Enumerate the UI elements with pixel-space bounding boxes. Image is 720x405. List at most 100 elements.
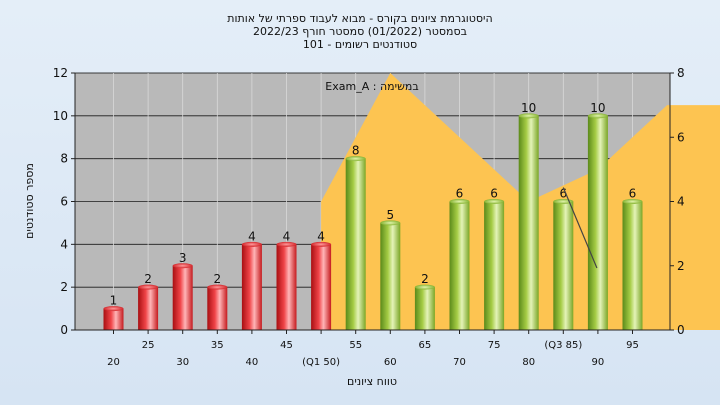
y-tick-label: 10 [53, 109, 68, 123]
bar-80 [518, 113, 539, 330]
bar-cap [172, 263, 193, 269]
y-tick-label: 8 [60, 152, 68, 166]
bar-value-label: 4 [248, 229, 256, 243]
bar-value-label: 2 [421, 272, 429, 286]
y-tick-label: 12 [53, 66, 68, 80]
x-tick-label: 45 [280, 340, 293, 351]
bar-body [276, 244, 297, 330]
bar-value-label: 10 [590, 101, 605, 115]
bar-45 [276, 241, 297, 330]
y-tick-label: 2 [60, 280, 68, 294]
bar-body [241, 244, 262, 330]
bar-value-label: 3 [179, 251, 187, 265]
bar-body [138, 287, 159, 330]
x-tick-label: 25 [142, 340, 155, 351]
bar-body [484, 201, 505, 330]
bar-cap [587, 113, 608, 119]
bar-40 [241, 241, 262, 330]
bar-body [622, 201, 643, 330]
bar-cap [449, 199, 470, 204]
chart-title-line-1: היסטוגרמת ציונים בקורס - מבוא לעבוד ספרת… [227, 12, 492, 25]
bar-body [172, 265, 193, 330]
x-tick-label: 20 [107, 357, 120, 368]
bar-body [207, 287, 228, 330]
bar-cap [311, 241, 332, 247]
x-tick-label: 80 [522, 357, 535, 368]
trend-line [562, 187, 598, 269]
bar-value-label: 6 [490, 187, 498, 201]
x-tick-label: 60 [384, 357, 397, 368]
bar-cap [622, 199, 643, 204]
x-tick-label: 55 [349, 340, 362, 351]
bar-cap [380, 220, 401, 226]
x-tick-label: (Q3 85) [544, 340, 582, 351]
bar-cap [241, 241, 262, 247]
bar-value-label: 6 [559, 187, 567, 201]
bar-body [103, 308, 124, 330]
bar-20 [103, 306, 124, 330]
bar-body [449, 201, 470, 330]
y-tick-label: 0 [60, 323, 68, 337]
y2-tick-label: 2 [677, 259, 685, 273]
chart-title-line-3: סטודנטים רשומים - 101 [303, 38, 417, 51]
bar-cap [484, 199, 505, 204]
bar-value-label: 1 [110, 294, 118, 308]
bar-cap [138, 284, 159, 290]
bar-body [518, 115, 539, 330]
y-tick-label: 6 [60, 195, 68, 209]
bar-65 [414, 284, 435, 330]
x-tick-label: 95 [626, 340, 639, 351]
y-axis-label: מספר סטודנטים [23, 163, 36, 239]
bar-30 [172, 263, 193, 330]
bar-value-label: 5 [386, 208, 394, 222]
x-tick-label: 35 [211, 340, 224, 351]
y2-tick-label: 8 [677, 66, 685, 80]
bar-value-label: 4 [283, 229, 291, 243]
y2-tick-label: 6 [677, 130, 685, 144]
bar-body [345, 158, 366, 330]
bar-(Q3 85) [553, 199, 574, 330]
bar-value-label: 8 [352, 144, 360, 158]
x-tick-label: 70 [453, 357, 466, 368]
bar-75 [484, 199, 505, 330]
exam-annotation: במשימה : Exam_A [325, 80, 418, 93]
x-tick-label: (Q1 50) [302, 357, 340, 368]
bar-cap [103, 306, 124, 312]
bar-cap [518, 113, 539, 119]
bar-25 [138, 284, 159, 330]
x-tick-label: 75 [488, 340, 501, 351]
x-tick-label: 30 [176, 357, 189, 368]
x-axis-label: טווח ציונים [347, 375, 397, 388]
bar-value-label: 4 [317, 229, 325, 243]
x-tick-label: 40 [246, 357, 259, 368]
bar-body [380, 222, 401, 330]
bar-55 [345, 156, 366, 330]
bar-body [553, 201, 574, 330]
bar-value-label: 6 [456, 187, 464, 201]
bar-60 [380, 220, 401, 330]
bar-value-label: 10 [521, 101, 536, 115]
chart-title-line-2: בסמסטר (01/2022) סמסטר חורף 2022/23 [253, 25, 467, 38]
bar-70 [449, 199, 470, 330]
bar-value-label: 2 [213, 272, 221, 286]
bar-(Q1 50) [311, 241, 332, 330]
x-tick-label: 65 [419, 340, 432, 351]
bar-95 [622, 199, 643, 330]
bar-value-label: 2 [144, 272, 152, 286]
bar-90 [587, 113, 608, 330]
y2-tick-label: 0 [677, 323, 685, 337]
y2-tick-label: 4 [677, 195, 685, 209]
bar-cap [207, 284, 228, 290]
bar-body [587, 115, 608, 330]
bar-35 [207, 284, 228, 330]
bar-value-label: 6 [629, 187, 637, 201]
y-tick-label: 4 [60, 237, 68, 251]
label-layer: 1 2 3 2 4 4 4 8 5 2 6 6 10 6 10 6 [110, 101, 637, 308]
bar-cap [276, 241, 297, 247]
bar-body [414, 287, 435, 330]
bar-body [311, 244, 332, 330]
bar-cap [414, 284, 435, 290]
